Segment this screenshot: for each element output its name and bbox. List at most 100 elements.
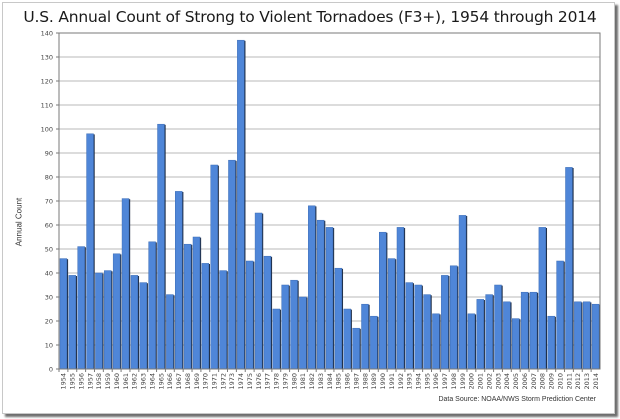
bar-1992 — [396, 227, 405, 370]
x-tick-label: 1978 — [273, 373, 281, 390]
x-tick-label: 2007 — [530, 373, 538, 390]
x-tick-label: 1967 — [175, 373, 183, 390]
x-tick-label: 2003 — [494, 373, 502, 390]
x-tick-label: 2012 — [574, 373, 582, 390]
bar-1995 — [423, 294, 431, 370]
bar-2010 — [556, 260, 564, 370]
x-tick-label: 1993 — [406, 373, 414, 390]
bar-1965 — [157, 123, 165, 370]
bar-1956 — [77, 246, 85, 370]
x-tick-label: 1998 — [450, 373, 458, 390]
y-tick-label: 120 — [41, 77, 53, 85]
bar-1963 — [139, 282, 147, 370]
x-tick-label: 1997 — [441, 373, 449, 390]
x-tick-label: 1973 — [228, 373, 236, 390]
x-tick-label: 1960 — [113, 373, 121, 390]
bar-1967 — [175, 191, 183, 370]
bar-1997 — [441, 275, 449, 370]
bar-1973 — [228, 159, 236, 370]
y-tick-label: 70 — [45, 197, 53, 205]
bar-1962 — [130, 275, 139, 370]
bars — [59, 39, 601, 370]
x-tick-label: 1991 — [388, 373, 396, 390]
bar-1999 — [458, 215, 467, 370]
x-tick-label: 1975 — [246, 373, 254, 390]
x-tick-label: 2000 — [468, 373, 476, 390]
x-tick-label: 1957 — [86, 373, 94, 390]
x-tick-label: 1989 — [370, 373, 378, 390]
y-tick-label: 0 — [49, 365, 53, 373]
bar-2004 — [503, 301, 511, 370]
x-tick-label: 1972 — [219, 373, 227, 390]
x-tick-label: 2004 — [503, 373, 511, 390]
bar-1996 — [432, 313, 440, 370]
bar-1955 — [68, 275, 77, 370]
x-tick-label: 2010 — [556, 373, 564, 390]
x-tick-label: 1964 — [148, 373, 156, 390]
x-tick-label: 2006 — [521, 373, 529, 390]
x-tick-label: 1999 — [459, 373, 467, 390]
x-tick-label: 2001 — [477, 373, 485, 390]
y-tick-label: 100 — [41, 125, 53, 133]
x-tick-label: 1987 — [352, 373, 360, 390]
x-tick-label: 1966 — [166, 373, 174, 390]
y-tick-label: 80 — [45, 173, 53, 181]
y-tick-label: 130 — [41, 53, 53, 61]
x-tick-label: 1961 — [122, 373, 130, 390]
x-tick-label: 1976 — [255, 373, 263, 390]
x-tick-label: 1958 — [95, 373, 103, 390]
x-tick-label: 1986 — [344, 373, 352, 390]
y-tick-label: 40 — [45, 269, 53, 277]
x-tick-label: 2005 — [512, 373, 520, 390]
bar-1998 — [449, 265, 458, 370]
x-tick-label: 2009 — [548, 373, 556, 390]
bar-1989 — [370, 315, 378, 370]
y-tick-label: 50 — [45, 245, 53, 253]
x-tick-label: 1977 — [264, 373, 272, 390]
bar-1976 — [254, 212, 263, 370]
x-tick-label: 1994 — [414, 373, 422, 390]
bar-1982 — [308, 205, 316, 370]
x-tick-label: 1981 — [299, 373, 307, 390]
x-tick-label: 1968 — [184, 373, 192, 390]
x-tick-label: 1971 — [211, 373, 219, 390]
bar-1978 — [272, 308, 280, 370]
x-tick-label: 1985 — [335, 373, 343, 390]
bar-1964 — [148, 241, 156, 370]
bar-2014 — [591, 303, 600, 370]
bar-2008 — [538, 227, 547, 370]
bar-2006 — [520, 291, 529, 370]
bar-1991 — [387, 258, 396, 370]
y-tick-labels: 0 10 20 30 40 50 60 70 80 90 100 110 120 130 140 — [41, 29, 59, 373]
x-tick-label: 1962 — [131, 373, 139, 390]
x-tick-labels: 1954 1955 1956 1957 1958 1959 1960 1961 1962 1963… — [58, 369, 600, 390]
x-tick-label: 1969 — [193, 373, 201, 390]
bar-1990 — [379, 231, 387, 370]
x-tick-label: 2011 — [565, 373, 573, 390]
bar-1966 — [166, 294, 174, 370]
bar-2002 — [485, 294, 493, 370]
y-tick-label: 140 — [41, 29, 53, 37]
x-tick-label: 1970 — [202, 373, 210, 390]
x-tick-label: 1956 — [77, 373, 85, 390]
x-tick-label: 2002 — [485, 373, 493, 390]
y-tick-label: 20 — [45, 317, 53, 325]
bar-2003 — [494, 284, 502, 370]
bar-1958 — [95, 272, 103, 370]
x-tick-label: 1974 — [237, 373, 245, 390]
bar-1971 — [210, 164, 218, 370]
bar-1968 — [183, 243, 192, 370]
x-tick-label: 1955 — [69, 373, 77, 390]
bar-1977 — [263, 255, 272, 370]
x-tick-label: 1954 — [60, 373, 68, 390]
bar-2007 — [529, 291, 538, 370]
x-tick-label: 2013 — [583, 373, 591, 390]
y-tick-label: 110 — [41, 101, 53, 109]
bar-1984 — [325, 227, 334, 370]
bar-1980 — [290, 279, 298, 370]
x-tick-label: 1963 — [140, 373, 148, 390]
bar-1988 — [361, 303, 369, 370]
x-tick-label: 1995 — [423, 373, 431, 390]
bar-1983 — [316, 219, 325, 370]
